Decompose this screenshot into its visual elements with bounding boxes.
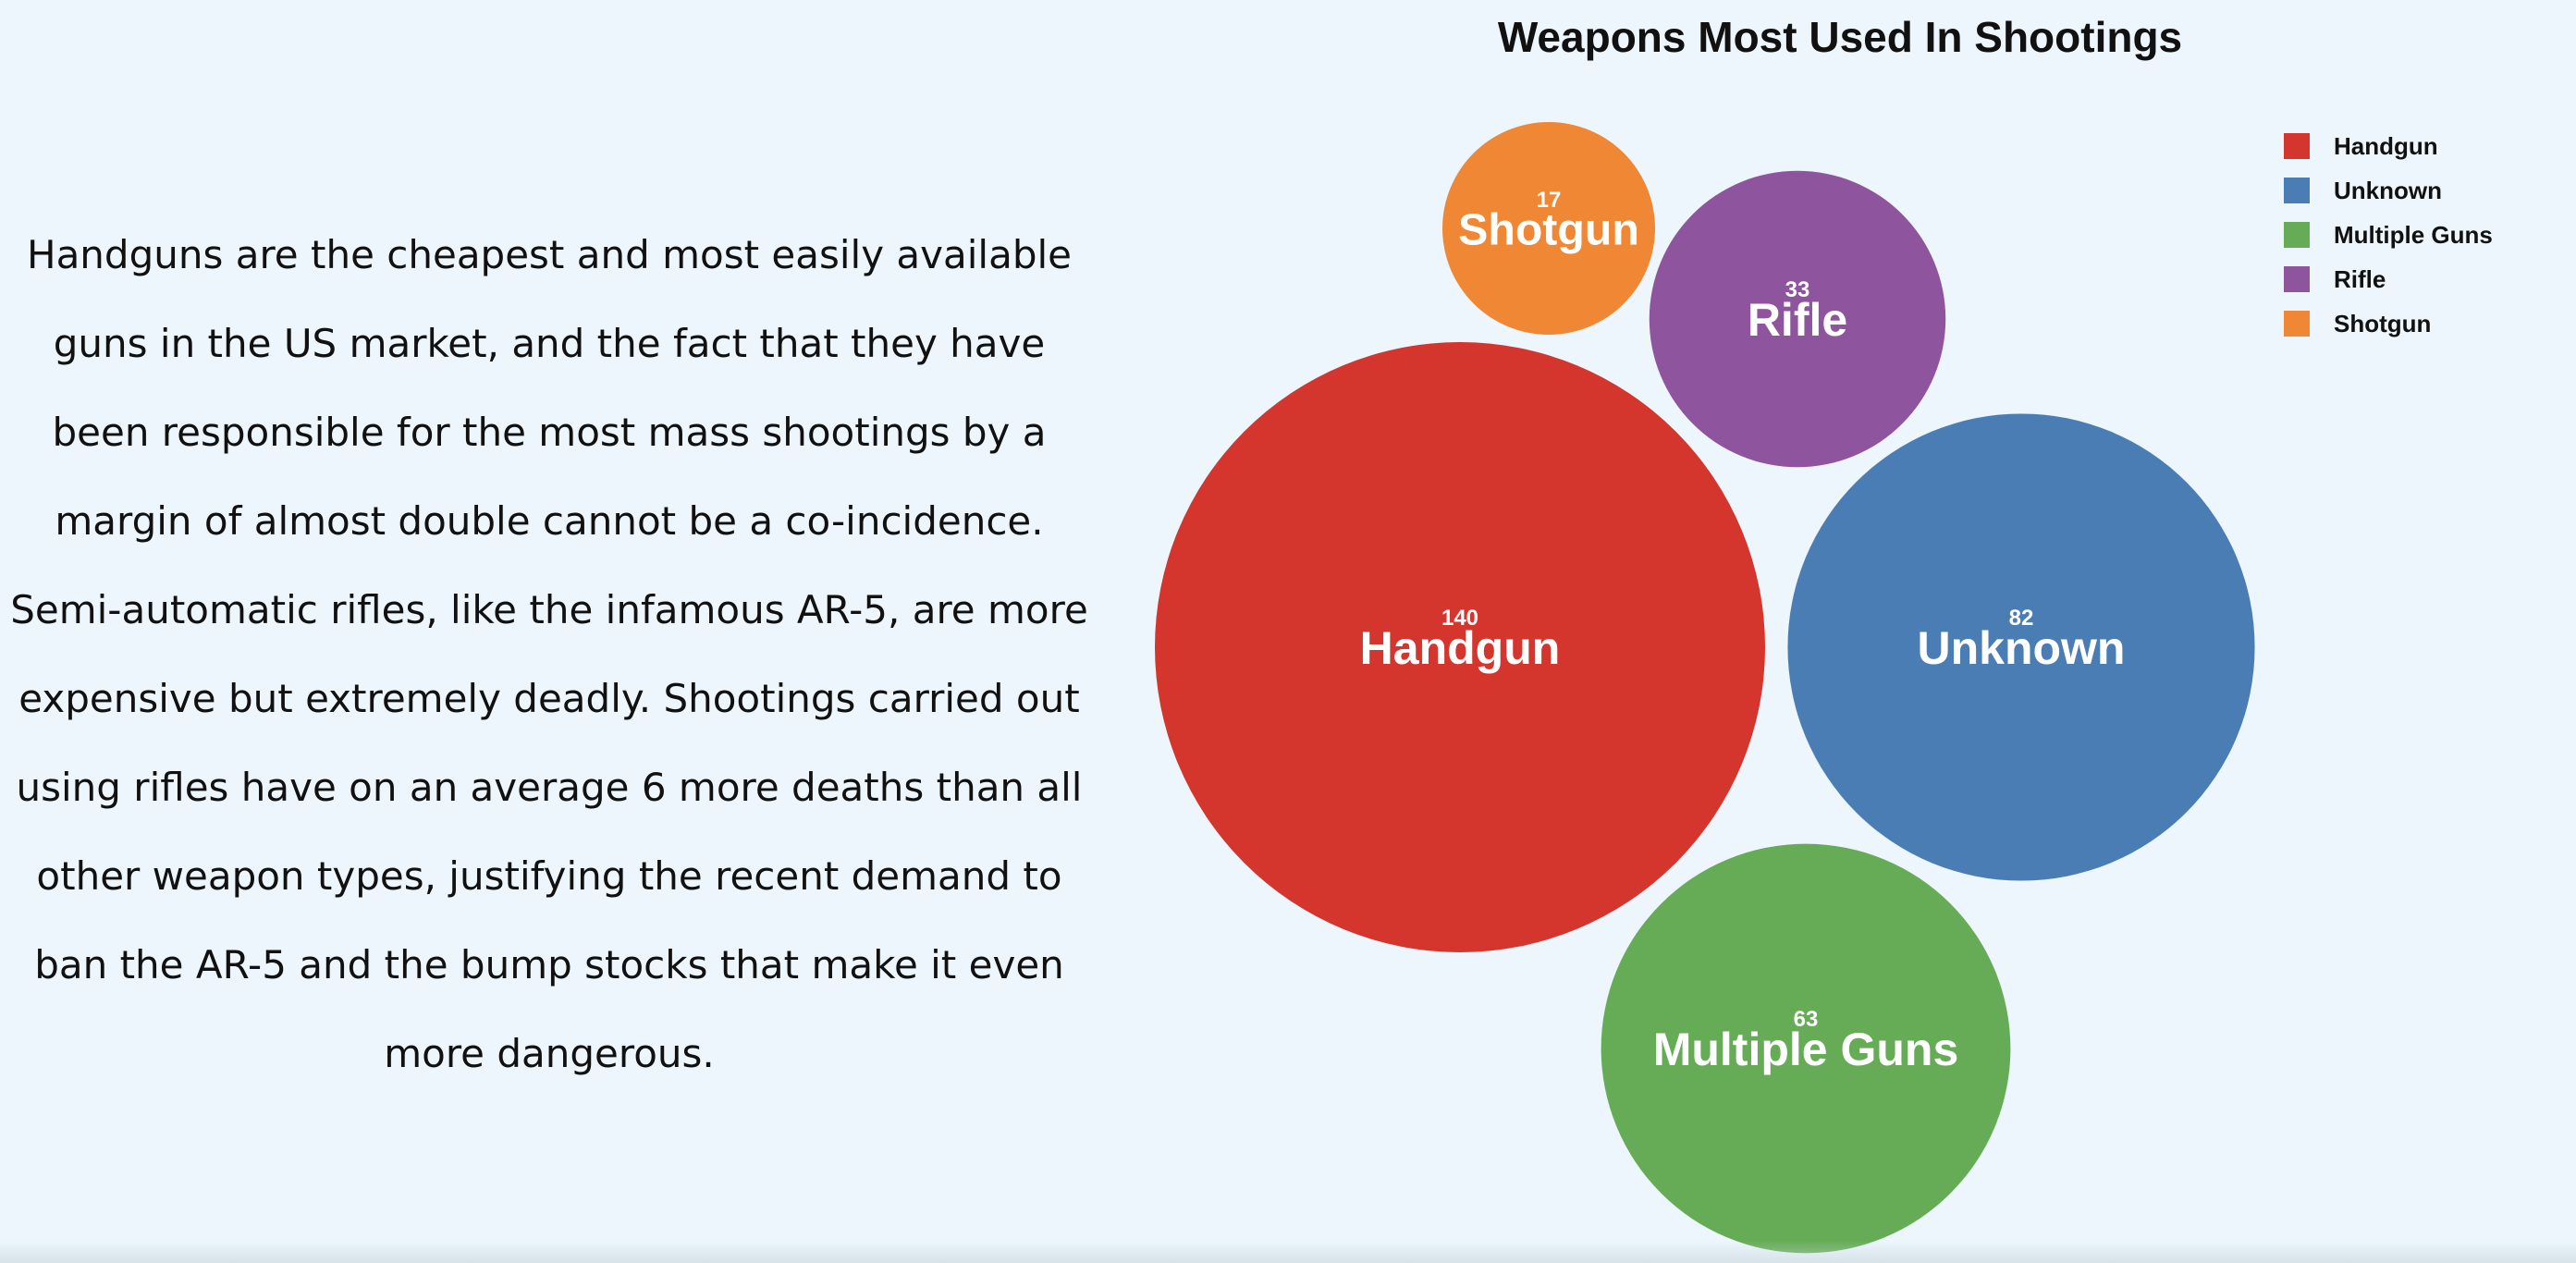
bubble-value-unknown: 82 xyxy=(2009,606,2034,631)
legend-label-rifle: Rifle xyxy=(2334,264,2386,293)
legend-item-multiple-guns: Multiple Guns xyxy=(2284,213,2493,257)
legend-swatch-shotgun xyxy=(2284,311,2310,337)
bubble-label-rifle: Rifle xyxy=(1748,294,1847,346)
bubble-circle-handgun[interactable] xyxy=(1155,342,1765,952)
bubble-label-multiple-guns: Multiple Guns xyxy=(1653,1024,1959,1075)
legend-label-shotgun: Shotgun xyxy=(2334,309,2432,337)
chart-legend: Handgun Unknown Multiple Guns Rifle Shotgun xyxy=(2284,124,2493,346)
legend-item-unknown: Unknown xyxy=(2284,168,2493,213)
legend-swatch-rifle xyxy=(2284,266,2310,292)
narrative-text: Handguns are the cheapest and most easil… xyxy=(10,232,1088,1076)
legend-label-unknown: Unknown xyxy=(2334,176,2442,204)
bubble-value-multiple-guns: 63 xyxy=(1794,1007,1819,1032)
chart-title: Weapons Most Used In Shootings xyxy=(1497,13,2183,61)
bubble-circle-unknown[interactable] xyxy=(1787,413,2255,881)
legend-swatch-unknown xyxy=(2284,178,2310,203)
legend-swatch-multiple-guns xyxy=(2284,222,2310,248)
bubble-circle-shotgun[interactable] xyxy=(1442,122,1655,335)
bubble-value-handgun: 140 xyxy=(1441,606,1478,631)
legend-label-multiple-guns: Multiple Guns xyxy=(2334,220,2493,249)
bubble-value-shotgun: 17 xyxy=(1537,188,1562,213)
legend-item-shotgun: Shotgun xyxy=(2284,301,2493,346)
bubble-circle-rifle[interactable] xyxy=(1649,170,1946,468)
bubble-circle-multiple-guns[interactable] xyxy=(1601,843,2011,1254)
legend-item-rifle: Rifle xyxy=(2284,257,2493,301)
legend-label-handgun: Handgun xyxy=(2334,131,2438,160)
legend-item-handgun: Handgun xyxy=(2284,124,2493,168)
bubble-value-rifle: 33 xyxy=(1785,277,1810,302)
bubble-label-shotgun: Shotgun xyxy=(1458,204,1639,254)
legend-swatch-handgun xyxy=(2284,133,2310,159)
bubble-label-handgun: Handgun xyxy=(1360,622,1561,674)
bottom-shade xyxy=(0,1241,2576,1263)
bubble-label-unknown: Unknown xyxy=(1918,622,2126,674)
